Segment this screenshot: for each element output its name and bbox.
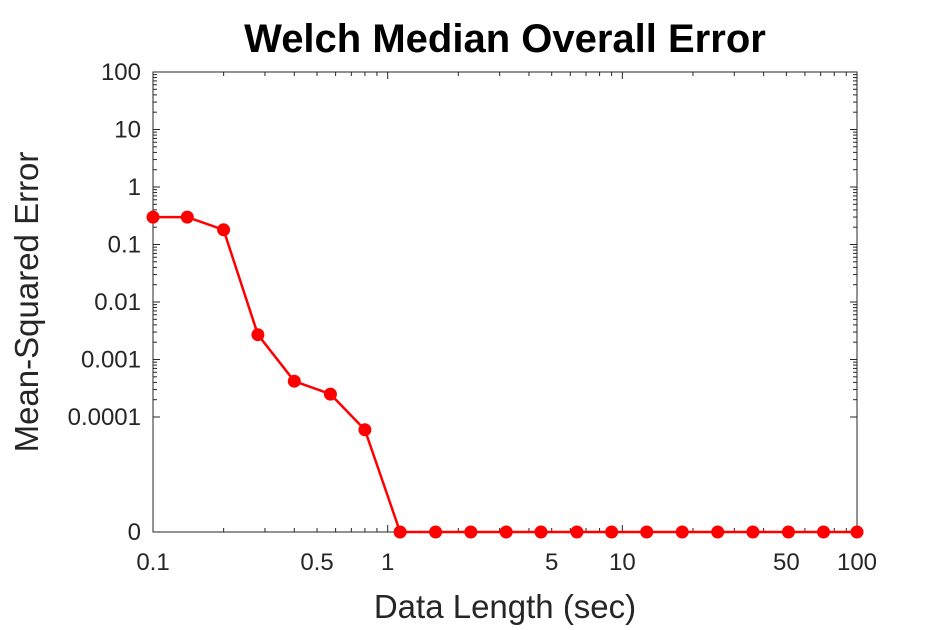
y-tick-label: 10 (114, 117, 141, 144)
series-layer (146, 210, 864, 539)
y-tick-label: 0.001 (81, 347, 141, 374)
data-point (640, 525, 654, 539)
data-point (251, 328, 265, 342)
plot-frame (152, 71, 858, 533)
data-point (323, 387, 337, 401)
data-point (781, 525, 795, 539)
x-tick-label: 10 (609, 549, 636, 576)
data-point (817, 525, 830, 539)
data-point (850, 525, 864, 539)
y-tick-label: 100 (101, 59, 141, 86)
axis-ticks (152, 71, 858, 532)
chart-title: Welch Median Overall Error (244, 17, 766, 61)
data-point (180, 210, 194, 224)
data-point (746, 525, 760, 539)
y-tick-label: 0.01 (94, 289, 141, 316)
x-axis-label: Data Length (sec) (374, 588, 636, 625)
data-point (534, 525, 548, 539)
y-tick-label: 0.1 (108, 232, 141, 259)
y-axis-label: Mean-Squared Error (8, 152, 45, 453)
plot-area: 0.1 0.5 1 5 10 50 100 0 0.0001 0.001 0.01 0.1 1 10 10… (68, 59, 877, 576)
x-tick-label: 5 (545, 549, 558, 576)
x-tick-label: 1 (381, 549, 394, 576)
data-point (464, 525, 478, 539)
data-point (675, 525, 689, 539)
y-tick-label: 0.0001 (68, 404, 141, 431)
series-line (153, 215, 857, 534)
x-tick-label: 0.5 (300, 549, 333, 576)
data-point (217, 223, 231, 237)
x-tick-label: 0.1 (136, 549, 169, 576)
data-point (499, 525, 513, 539)
x-axis-tick-labels: 0.1 0.5 1 5 10 50 100 (136, 549, 877, 576)
y-tick-label: 1 (128, 174, 141, 201)
x-tick-label: 100 (837, 549, 877, 576)
data-point (358, 423, 372, 437)
data-point (605, 525, 619, 539)
y-axis-tick-labels: 0 0.0001 0.001 0.01 0.1 1 10 100 (68, 59, 141, 546)
x-tick-label: 50 (773, 549, 800, 576)
data-point (146, 210, 160, 224)
data-point (393, 525, 407, 539)
data-point (570, 525, 584, 539)
data-point (429, 525, 443, 539)
data-point (287, 374, 301, 388)
y-tick-label: 0 (128, 519, 141, 546)
data-point (711, 525, 725, 539)
